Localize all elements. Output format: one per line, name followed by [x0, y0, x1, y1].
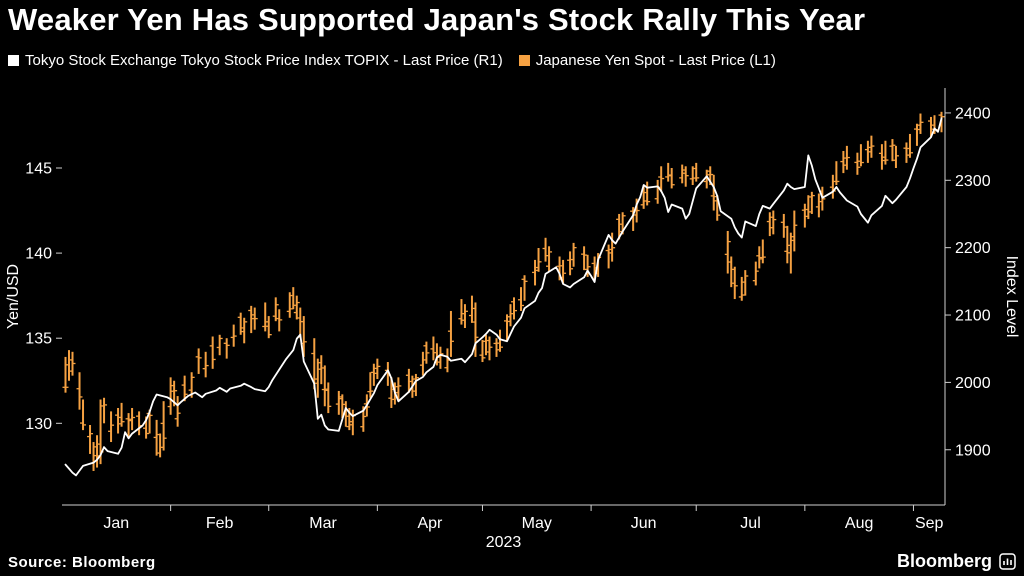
- month-label: Mar: [309, 515, 337, 532]
- left-axis-title: Yen/USD: [5, 264, 22, 329]
- right-tick-label: 2100: [955, 308, 991, 325]
- month-label: Jan: [103, 515, 129, 532]
- right-axis-title: Index Level: [1003, 256, 1020, 338]
- right-tick-label: 2400: [955, 105, 991, 122]
- left-tick-label: 140: [25, 246, 52, 263]
- month-label: Jul: [740, 515, 760, 532]
- month-label: Apr: [417, 515, 443, 532]
- left-tick-label: 145: [25, 160, 52, 177]
- right-tick-label: 2000: [955, 375, 991, 392]
- axes-group: 130 135 140 145 1900 2000 2100 2200 2300 2400 Jan F…: [5, 88, 1020, 551]
- topix-price-line: [64, 117, 943, 477]
- month-label: Feb: [206, 515, 234, 532]
- month-label: Aug: [845, 515, 873, 532]
- legend-item-yen: Japanese Yen Spot - Last Price (L1): [518, 52, 776, 69]
- legend-item-topix: Tokyo Stock Exchange Tokyo Stock Price I…: [8, 52, 503, 69]
- topix-legend-label: Tokyo Stock Exchange Tokyo Stock Price I…: [25, 52, 503, 69]
- source-attribution: Source: Bloomberg: [8, 554, 156, 571]
- month-label: May: [522, 515, 552, 532]
- yen-legend-label: Japanese Yen Spot - Last Price (L1): [535, 52, 776, 69]
- right-tick-label: 1900: [955, 442, 991, 459]
- chart-legend: Tokyo Stock Exchange Tokyo Stock Price I…: [8, 52, 776, 69]
- bloomberg-wordmark: Bloomberg: [896, 551, 992, 571]
- year-label: 2023: [486, 534, 522, 551]
- topix-legend-swatch: [8, 55, 19, 66]
- left-tick-label: 130: [25, 416, 52, 433]
- yen-legend-swatch: [518, 55, 530, 66]
- month-label: Sep: [915, 515, 944, 532]
- bloomberg-logo-icon: [999, 553, 1016, 570]
- right-tick-label: 2200: [955, 240, 991, 257]
- bloomberg-brand: Bloomberg: [897, 551, 1016, 572]
- right-tick-label: 2300: [955, 173, 991, 190]
- chart-title: Weaker Yen Has Supported Japan's Stock R…: [8, 2, 866, 37]
- topix-series: [64, 117, 943, 477]
- left-tick-label: 135: [25, 331, 52, 348]
- month-label: Jun: [631, 515, 657, 532]
